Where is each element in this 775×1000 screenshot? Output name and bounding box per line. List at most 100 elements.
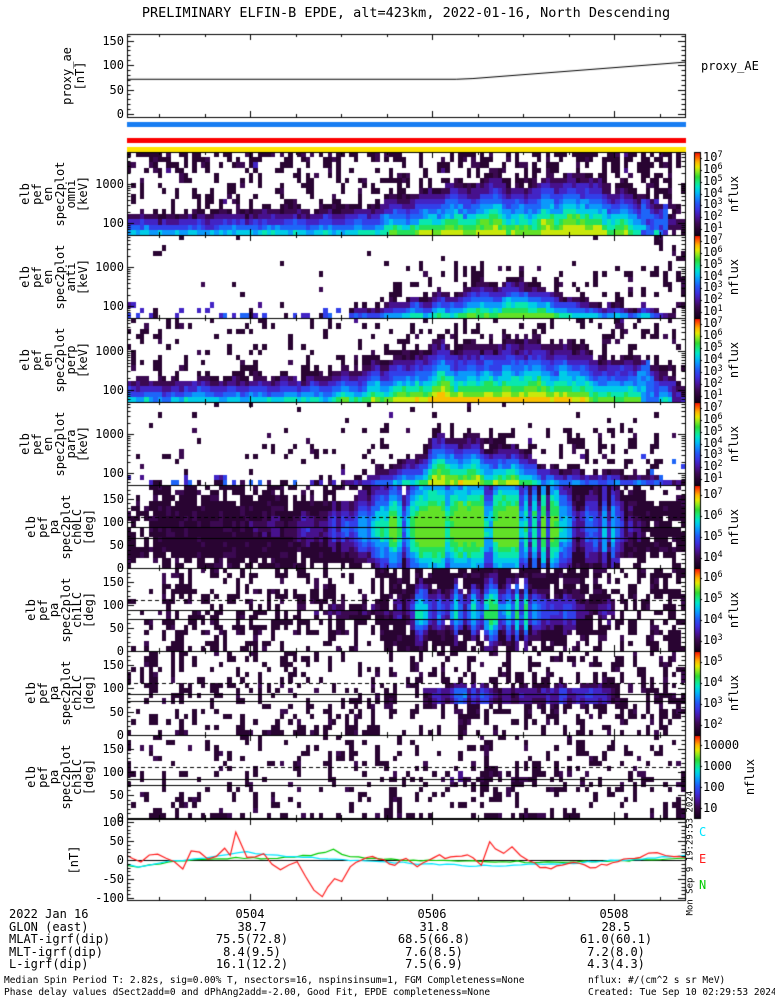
panel-pa-ch3LC-cb-title: nflux: [743, 758, 757, 795]
panel-en-para-cb-label-1e5: 105: [703, 423, 723, 438]
panel-en-anti-cb-label-1e4: 104: [703, 268, 723, 283]
panel-pa-ch3LC-ytick-0: 0: [116, 811, 124, 825]
proxy-ylabel-word: proxy_ae: [60, 46, 74, 105]
info-row-0-value-1: 31.8: [419, 919, 449, 934]
xaxis-time-0508: 0508: [599, 907, 629, 921]
proxy-ytick-150: 150: [102, 33, 124, 48]
panel-pa-ch3LC-cb-label-10000: 10000: [703, 738, 740, 753]
info-row-label-3: L-igrf(dip): [9, 956, 89, 971]
panel-pa-ch1LC-ytick-0: 0: [116, 644, 124, 658]
panel-pa-ch2LC-cb-label-1e3: 103: [703, 695, 723, 710]
nt-legend-N: N: [699, 878, 707, 892]
cb-exponent: 4: [717, 435, 723, 446]
panel-pa-ch1LC-ytick-100: 100: [102, 597, 124, 612]
panel-pa-ch2LC-cb-label-1e4: 104: [703, 674, 723, 689]
info-row-2-value-1: 7.6(8.5): [405, 944, 463, 959]
panel-en-anti-cb-label-1e5: 105: [703, 256, 723, 271]
panel-pa-ch3LC-ytick-100: 100: [102, 764, 124, 779]
nt-ytick--100: -100: [95, 891, 124, 905]
panel-pa-ch3LC-ytick-150: 150: [102, 741, 124, 756]
panel-pa-ch0LC-ytick-0: 0: [116, 561, 124, 575]
cb-exponent: 3: [717, 447, 723, 458]
panel-pa-ch0LC-cb-label-1e5: 105: [703, 528, 723, 543]
cb-exponent: 2: [717, 459, 723, 470]
panel-en-para-cb-label-1e7: 107: [703, 399, 723, 414]
cb-exponent: 5: [717, 256, 723, 267]
panel-pa-ch2LC-ytick-150: 150: [102, 658, 124, 672]
panel-pa-ch0LC-cb-label-1e4: 104: [703, 549, 723, 564]
panel-en-perp-cb-label-1e7: 107: [703, 316, 723, 330]
info-row-label-0: GLON (east): [9, 919, 89, 934]
panel-pa-ch1LC-ytick-50: 50: [109, 620, 124, 635]
info-row-3-value-1: 7.5(6.9): [405, 956, 463, 971]
panel-en-anti-cb-label-1e7: 107: [703, 232, 723, 247]
nt-legend-C: C: [699, 825, 707, 839]
panel-en-para-cb-label-1e1: 101: [703, 471, 723, 486]
cb-exponent: 2: [717, 292, 723, 303]
panel-pa-ch2LC-ytick-100: 100: [102, 681, 124, 696]
panel-pa-ch1LC-ytick-150: 150: [102, 574, 124, 589]
panel-en-anti-cb-label-1e6: 106: [703, 244, 723, 259]
info-row-0-value-2: 28.5: [601, 919, 631, 934]
panel-en-para-cb-label-1e3: 103: [703, 447, 723, 462]
cb-exponent: 2: [717, 209, 723, 220]
cb-exponent: 5: [717, 529, 723, 540]
cb-exponent: 4: [717, 612, 723, 623]
created-stamp-vertical: Mon Sep 9 19:29:53 2024: [685, 790, 696, 916]
panel-en-omni-ytick-1000: 1000: [95, 177, 124, 192]
nt-ytick--50: -50: [102, 872, 124, 886]
panel-en-omni-cb-label-1e2: 102: [703, 209, 723, 224]
panel-en-omni-cb-label-1e7: 107: [703, 149, 723, 164]
xaxis-time-0506: 0506: [417, 907, 447, 921]
panel-pa-ch2LC-cb-label-1e2: 102: [703, 716, 723, 731]
cb-exponent: 7: [717, 400, 723, 411]
xaxis-time-0504: 0504: [235, 907, 265, 921]
info-row-label-2: MLT-igrf(dip): [9, 944, 103, 959]
cb-exponent: 3: [717, 280, 723, 291]
plot-title: PRELIMINARY ELFIN-B EPDE, alt=423km, 202…: [141, 5, 671, 21]
panel-en-perp-cb-label-1e3: 103: [703, 364, 723, 378]
panel-en-anti-ytick-100: 100: [102, 299, 124, 314]
cb-exponent: 7: [717, 487, 723, 498]
panel-pa-ch1LC-cb-label-1e5: 105: [703, 591, 723, 606]
cb-exponent: 5: [717, 591, 723, 602]
panel-en-omni-cb-label-1e4: 104: [703, 185, 723, 200]
panel-en-omni-cb-label-1e6: 106: [703, 161, 723, 176]
panel-en-omni-cb-label-1e5: 105: [703, 173, 723, 188]
panel-pa-ch0LC-cb-label-1e7: 107: [703, 487, 723, 502]
panel-pa-ch3LC-ytick-50: 50: [109, 787, 124, 802]
footer-nflux-units: nflux: #/(cm^2 s sr MeV): [588, 975, 726, 986]
panel-en-anti-ytick-1000: 1000: [95, 260, 124, 275]
panel-en-perp-cb-label-1e2: 102: [703, 376, 723, 390]
panel-en-anti-cb-label-1e2: 102: [703, 292, 723, 307]
panel-en-omni-cb-label-1e1: 101: [703, 221, 723, 236]
panel-en-omni-ytick-100: 100: [102, 216, 124, 231]
proxy-ytick-0: 0: [116, 107, 124, 121]
footer-phase-delay: Phase delay values dSect2add=0 and dPhAn…: [4, 987, 491, 998]
panel-en-para-ytick-100: 100: [102, 466, 124, 481]
nt-ytick-50: 50: [109, 834, 124, 848]
cb-exponent: 3: [717, 197, 723, 208]
panel-pa-ch1LC-cb-label-1e6: 106: [703, 570, 723, 585]
cb-exponent: 4: [717, 352, 723, 363]
info-row-0-value-0: 38.7: [237, 919, 267, 934]
proxy-ytick-100: 100: [102, 58, 124, 73]
panel-en-perp-cb-label-1e1: 101: [703, 388, 723, 402]
cb-exponent: 5: [717, 653, 723, 664]
panel-en-para-cb-label-1e2: 102: [703, 459, 723, 474]
panel-pa-ch2LC-ytick-0: 0: [116, 728, 124, 742]
cb-exponent: 1: [717, 471, 723, 482]
cb-exponent: 3: [717, 632, 723, 643]
info-row-2-value-2: 7.2(8.0): [587, 944, 645, 959]
cb-exponent: 3: [717, 695, 723, 706]
cb-exponent: 6: [717, 244, 723, 255]
cb-exponent: 4: [717, 185, 723, 196]
nt-ylabel-word: [nT]: [67, 845, 81, 874]
panel-en-perp-cb-label-1e4: 104: [703, 352, 723, 366]
cb-exponent: 6: [717, 328, 723, 339]
panel-pa-ch3LC-cb-label-10: 10: [703, 800, 718, 815]
panel-pa-ch0LC-ytick-100: 100: [102, 514, 124, 529]
panel-pa-ch0LC-ytick-50: 50: [109, 537, 124, 552]
panel-en-anti-cb-label-1e3: 103: [703, 280, 723, 295]
